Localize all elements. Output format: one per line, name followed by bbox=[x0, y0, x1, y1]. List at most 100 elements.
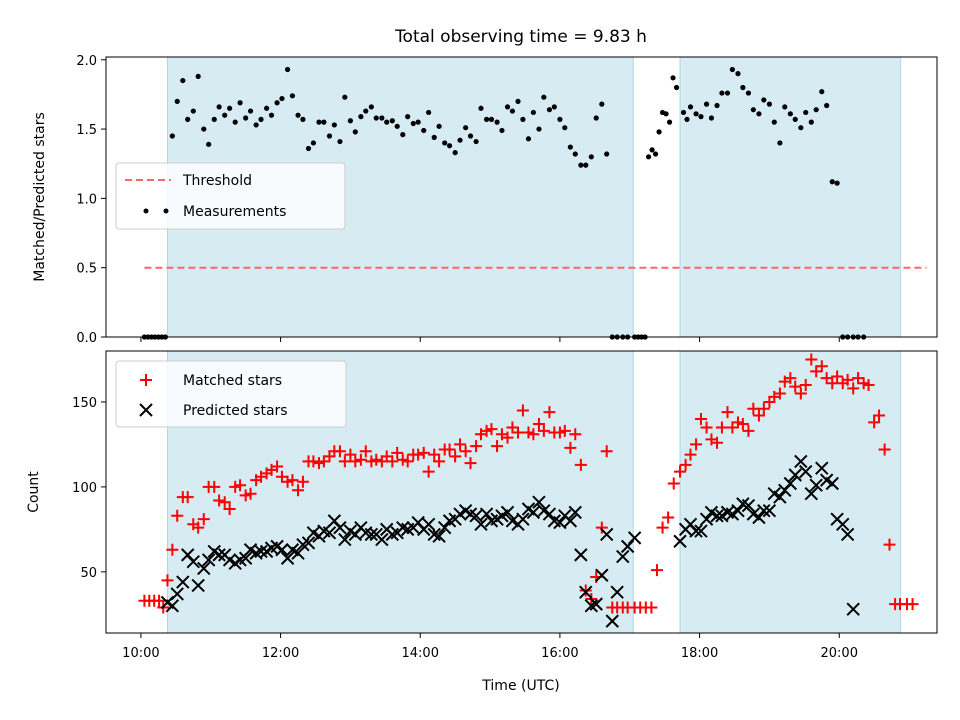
matched-star-point bbox=[292, 484, 305, 497]
measurement-point bbox=[766, 101, 773, 107]
matched-star-point bbox=[574, 458, 587, 471]
measurement-point bbox=[666, 119, 673, 125]
measurement-point bbox=[421, 127, 427, 134]
measurement-point bbox=[729, 66, 735, 73]
matched-star-point bbox=[736, 418, 749, 431]
predicted-star-point bbox=[437, 520, 452, 535]
measurement-point bbox=[708, 115, 715, 121]
predicted-star-point bbox=[186, 554, 200, 569]
matched-star-point bbox=[826, 377, 839, 390]
measurement-point bbox=[680, 109, 687, 116]
matched-star-point bbox=[543, 406, 556, 419]
measurement-point bbox=[206, 141, 212, 147]
top-legend: Threshold Measurements bbox=[115, 162, 346, 230]
matched-star-point bbox=[558, 424, 571, 437]
predicted-star-point bbox=[731, 503, 745, 518]
measurement-point bbox=[289, 93, 296, 99]
measurement-point bbox=[326, 133, 333, 139]
chart-title: Total observing time = 9.83 h bbox=[394, 27, 647, 47]
measurement-point bbox=[389, 118, 395, 124]
predicted-star-point bbox=[627, 531, 642, 545]
bottom-legend: Matched stars Predicted stars bbox=[115, 360, 347, 428]
measurement-point bbox=[258, 116, 264, 122]
matched-legend-label: Matched stars bbox=[183, 373, 282, 389]
measurement-point bbox=[687, 104, 694, 110]
measurement-point bbox=[530, 109, 536, 116]
matched-star-point bbox=[868, 416, 881, 429]
top-panel-observing-windows bbox=[166, 56, 902, 338]
bottom-y-tick-label: 50 bbox=[80, 566, 97, 581]
matched-star-point bbox=[380, 450, 393, 463]
measurement-point bbox=[216, 104, 222, 110]
predicted-star-point bbox=[783, 476, 798, 491]
measurement-point bbox=[279, 95, 285, 102]
x-tick-label: 20:00 bbox=[821, 646, 858, 661]
measurement-point bbox=[756, 111, 762, 117]
matched-star-point bbox=[810, 365, 823, 378]
predicted-star-point bbox=[574, 548, 588, 562]
measurement-point bbox=[673, 84, 680, 91]
measurement-point bbox=[190, 108, 196, 114]
predicted-star-point bbox=[197, 561, 211, 576]
measurement-point bbox=[488, 116, 495, 122]
measurement-point bbox=[761, 97, 767, 103]
measurement-point bbox=[442, 140, 448, 146]
measurement-point bbox=[169, 133, 175, 139]
measurement-point bbox=[509, 108, 516, 114]
measurement-point bbox=[337, 138, 343, 145]
matched-star-point bbox=[595, 521, 608, 534]
predicted-star-point bbox=[699, 512, 714, 526]
measurement-point bbox=[264, 105, 270, 111]
measurements-legend-label: Measurements bbox=[183, 204, 286, 220]
predicted-star-point bbox=[375, 532, 389, 547]
measurement-point bbox=[426, 109, 432, 116]
matched-star-point bbox=[491, 440, 504, 453]
matched-star-point bbox=[501, 431, 514, 444]
measurement-point bbox=[180, 77, 186, 84]
top-observing-window bbox=[679, 56, 902, 338]
top-y-tick-label: 0.5 bbox=[76, 262, 97, 277]
predicted-star-point bbox=[432, 529, 446, 543]
measurement-point bbox=[415, 119, 421, 125]
matched-star-point bbox=[171, 509, 184, 522]
matched-star-point bbox=[271, 460, 284, 473]
measurement-point bbox=[583, 162, 589, 168]
matched-star-point bbox=[412, 448, 425, 461]
top-panel-y-axis-label: Matched/Predicted stars bbox=[32, 112, 48, 282]
measurement-point bbox=[777, 140, 783, 146]
matched-star-point bbox=[878, 443, 891, 456]
top-panel-x-ticks bbox=[140, 337, 840, 342]
matched-star-point bbox=[694, 412, 707, 425]
measurement-point bbox=[342, 94, 348, 100]
measurement-point bbox=[452, 150, 458, 156]
matched-star-point bbox=[275, 470, 288, 483]
predicted-star-point bbox=[338, 532, 352, 547]
matched-legend-swatch bbox=[140, 374, 152, 386]
top-y-tick-label: 1.0 bbox=[76, 192, 97, 207]
measurement-point bbox=[483, 116, 490, 122]
measurement-point bbox=[379, 115, 385, 121]
matched-star-point bbox=[506, 421, 519, 434]
measurement-point bbox=[567, 144, 573, 150]
measurement-point bbox=[431, 134, 437, 140]
matched-star-point bbox=[213, 494, 226, 507]
measurement-point bbox=[656, 129, 662, 135]
matched-star-point bbox=[679, 458, 692, 471]
matched-star-point bbox=[527, 428, 540, 441]
matched-star-point bbox=[192, 521, 205, 534]
matched-star-point bbox=[296, 475, 309, 488]
matched-star-point bbox=[805, 353, 818, 366]
matched-star-point bbox=[799, 378, 812, 391]
measurement-point bbox=[300, 116, 306, 122]
predicted-star-point bbox=[809, 478, 823, 492]
matched-star-point bbox=[700, 421, 713, 434]
predicted-star-point bbox=[846, 602, 860, 616]
matched-star-point bbox=[181, 491, 194, 504]
measurement-point bbox=[499, 127, 505, 134]
measurement-point bbox=[787, 111, 793, 117]
matched-star-point bbox=[516, 404, 529, 417]
predicted-star-point bbox=[526, 505, 541, 520]
measurement-point bbox=[652, 151, 659, 157]
matched-star-point bbox=[847, 382, 860, 395]
